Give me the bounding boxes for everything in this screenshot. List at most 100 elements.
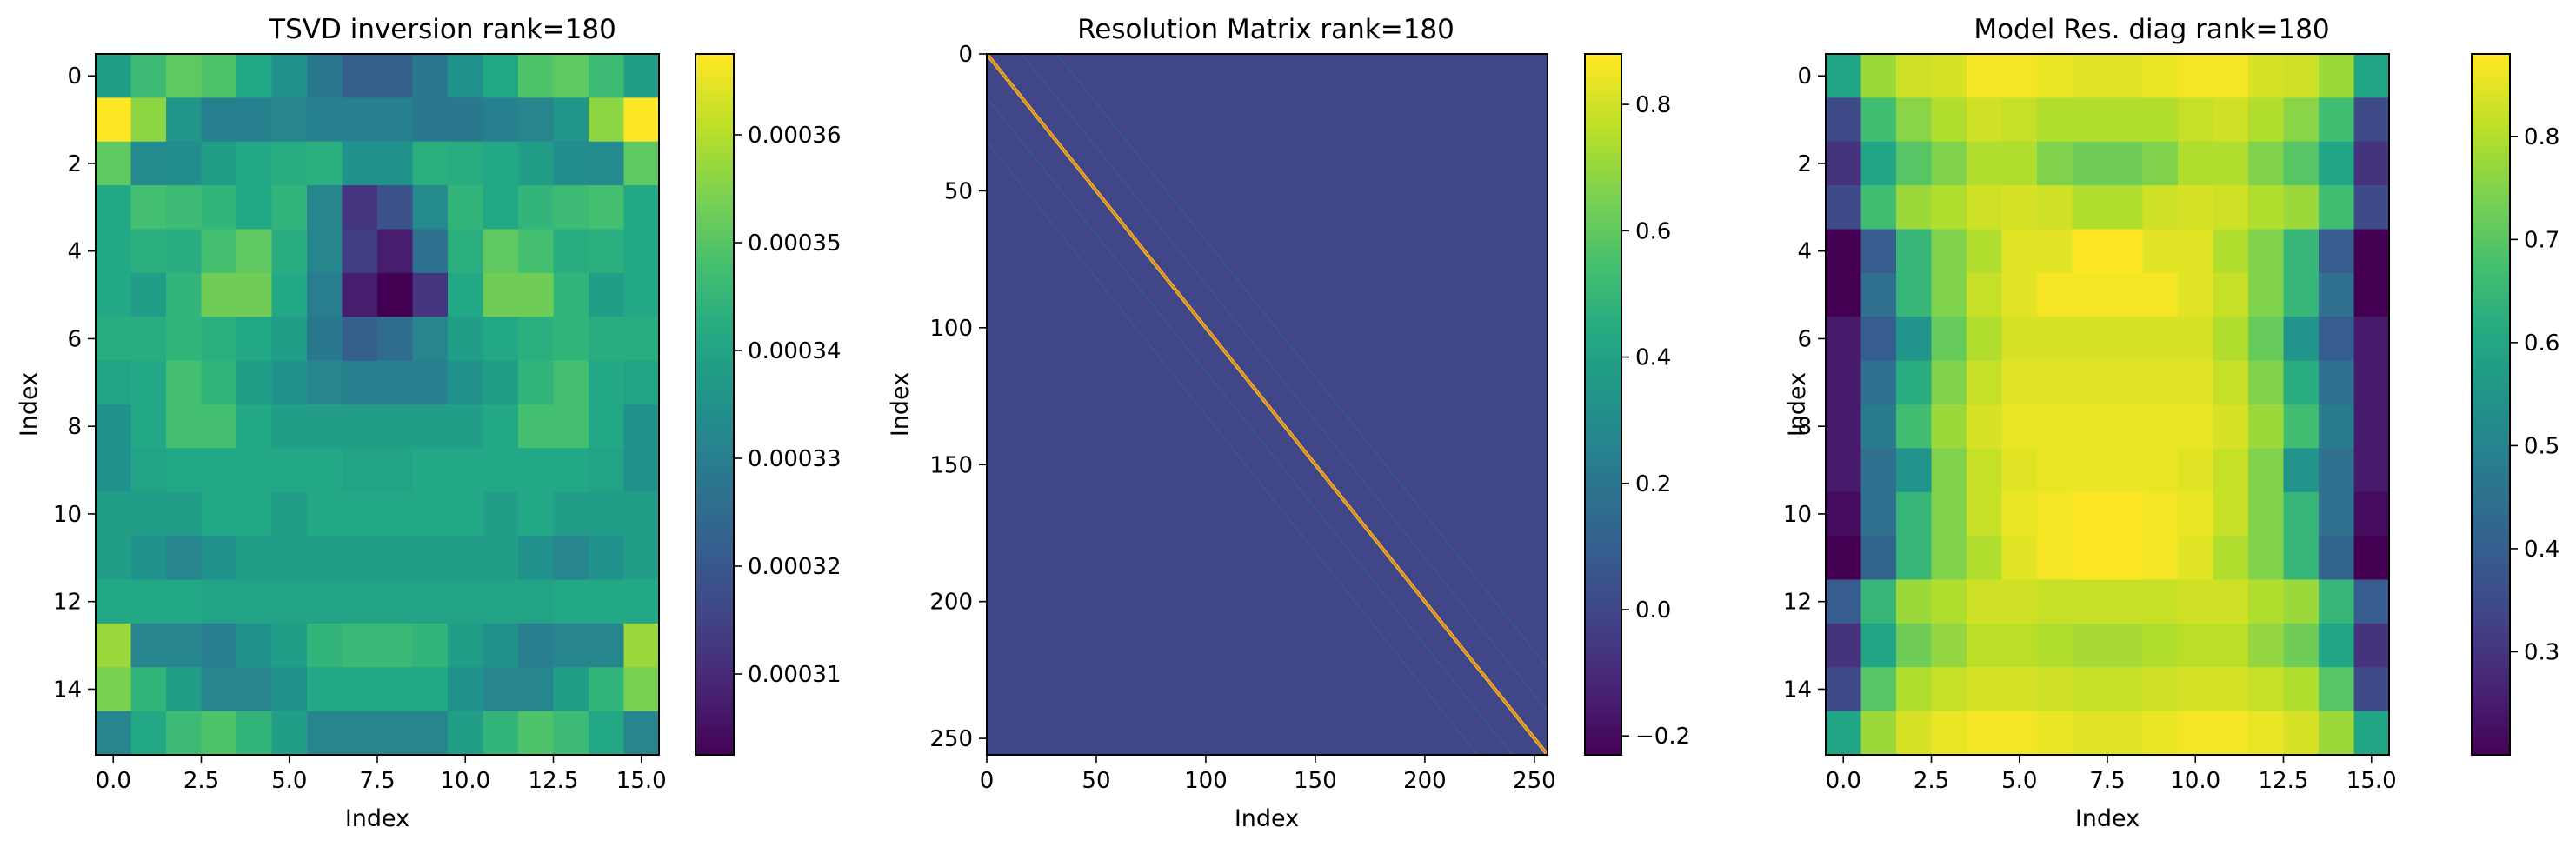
- tsvd-cell: [553, 360, 589, 405]
- tsvd-colorbar-band: [696, 550, 734, 557]
- model-res-cell: [2319, 711, 2355, 756]
- model-res-colorbar-band: [2472, 235, 2510, 242]
- model-res-cell: [2001, 317, 2038, 362]
- tsvd-cell: [553, 667, 589, 712]
- tsvd-colorbar-band: [696, 504, 734, 510]
- resolution-colorbar-band: [1585, 457, 1621, 464]
- model-res-cell: [2213, 448, 2249, 493]
- model-res-colorbar-band: [2472, 95, 2510, 102]
- model-res-cell: [2072, 711, 2108, 756]
- model-res-cell: [1826, 360, 1862, 405]
- tsvd-cell: [589, 54, 625, 98]
- model-res-cell: [2319, 141, 2355, 186]
- tsvd-colorbar-band: [696, 603, 734, 610]
- model-res-colorbar-band: [2472, 77, 2510, 84]
- tsvd-colorbar-band: [696, 328, 734, 336]
- tsvd-colorbar-band: [696, 691, 734, 697]
- resolution-colorbar-band: [1585, 713, 1621, 721]
- model-res-cell: [2072, 229, 2108, 274]
- tsvd-cell: [96, 54, 132, 98]
- tsvd-cell: [201, 97, 237, 143]
- model-res-colorbar-band: [2472, 351, 2510, 359]
- model-res-cell: [2178, 491, 2214, 537]
- tsvd-colorbar-tick-label: 0.00031: [748, 662, 842, 688]
- tsvd-cell: [589, 623, 625, 668]
- tsvd-cell: [589, 404, 625, 449]
- model-res-cell: [2107, 317, 2144, 362]
- tsvd-cell: [96, 579, 132, 624]
- tsvd-cell: [623, 141, 660, 186]
- tsvd-cell: [130, 185, 167, 230]
- tsvd-cell: [307, 491, 343, 537]
- model-res-cell: [2353, 360, 2390, 405]
- tsvd-cell: [236, 623, 273, 668]
- tsvd-colorbar-band: [696, 211, 734, 218]
- model-res-colorbar-band: [2472, 211, 2510, 218]
- tsvd-colorbar-band: [696, 375, 734, 382]
- resolution-colorbar-band: [1585, 410, 1621, 417]
- resolution-colorbar-band: [1585, 281, 1621, 289]
- model-res-colorbar-band: [2472, 59, 2510, 67]
- resolution-colorbar-band: [1585, 708, 1621, 715]
- tsvd-colorbar-band: [696, 89, 734, 96]
- model-res-cell: [2178, 623, 2214, 668]
- model-res-colorbar-band: [2472, 357, 2510, 364]
- tsvd-colorbar-band: [696, 369, 734, 377]
- model-res-y-tick-label: 4: [1797, 239, 1812, 265]
- model-res-cell: [2283, 579, 2320, 624]
- tsvd-cell: [377, 579, 414, 624]
- resolution-colorbar-band: [1585, 235, 1621, 242]
- model-res-cell: [2107, 536, 2144, 581]
- model-res-cell: [1896, 711, 1933, 756]
- resolution-y-ticks: 0 50 100 150 200 250: [929, 42, 987, 752]
- tsvd-colorbar-band: [696, 450, 734, 458]
- tsvd-cell: [483, 404, 519, 449]
- model-res-cell: [2213, 54, 2249, 98]
- model-res-colorbar-band: [2472, 345, 2510, 353]
- resolution-y-tick-label: 100: [929, 316, 973, 342]
- model-res-cell: [1931, 491, 1967, 537]
- model-res-cell: [2107, 185, 2144, 230]
- tsvd-colorbar-tick-label: 0.00036: [748, 123, 842, 149]
- resolution-colorbar-band: [1585, 538, 1621, 545]
- model-res-cell: [2319, 229, 2355, 274]
- model-res-colorbar-band: [2472, 620, 2510, 628]
- tsvd-x-ticks: 0.0 2.5 5.0 7.5 10.0 12.5 15.0: [96, 755, 667, 794]
- resolution-colorbar-band: [1585, 123, 1621, 131]
- model-res-colorbar-tick-label: 0.5: [2524, 433, 2559, 459]
- tsvd-cell: [623, 667, 660, 712]
- resolution-colorbar-band: [1585, 504, 1621, 510]
- model-res-colorbar-band: [2472, 375, 2510, 382]
- model-res-cell: [1826, 317, 1862, 362]
- tsvd-cell: [553, 491, 589, 537]
- model-res-colorbar-band: [2472, 731, 2510, 738]
- model-res-cell: [2178, 360, 2214, 405]
- resolution-colorbar-band: [1585, 328, 1621, 336]
- resolution-colorbar-band: [1585, 136, 1621, 143]
- tsvd-colorbar-band: [696, 422, 734, 429]
- model-res-cell: [1826, 141, 1862, 186]
- tsvd-cell: [518, 667, 555, 712]
- tsvd-cell: [166, 185, 203, 230]
- model-res-colorbar-band: [2472, 317, 2510, 324]
- model-res-cell: [2213, 667, 2249, 712]
- tsvd-colorbar-band: [696, 258, 734, 265]
- resolution-colorbar-band: [1585, 445, 1621, 452]
- tsvd-colorbar-band: [696, 515, 734, 523]
- tsvd-cell: [307, 579, 343, 624]
- model-res-colorbar-band: [2472, 550, 2510, 557]
- model-res-cell: [1896, 623, 1933, 668]
- model-res-cell: [2107, 579, 2144, 624]
- tsvd-cell: [96, 185, 132, 230]
- model-res-cell: [1896, 536, 1933, 581]
- model-res-cell: [2353, 97, 2390, 143]
- model-res-colorbar-band: [2472, 410, 2510, 417]
- tsvd-cell: [377, 491, 414, 537]
- tsvd-cell: [96, 272, 132, 317]
- tsvd-cell: [377, 360, 414, 405]
- model-res-colorbar-band: [2472, 603, 2510, 610]
- model-res-colorbar-band: [2472, 678, 2510, 686]
- model-res-cell: [2001, 536, 2038, 581]
- model-res-title: Model Res. diag rank=180: [1974, 14, 2329, 45]
- tsvd-cell: [307, 141, 343, 186]
